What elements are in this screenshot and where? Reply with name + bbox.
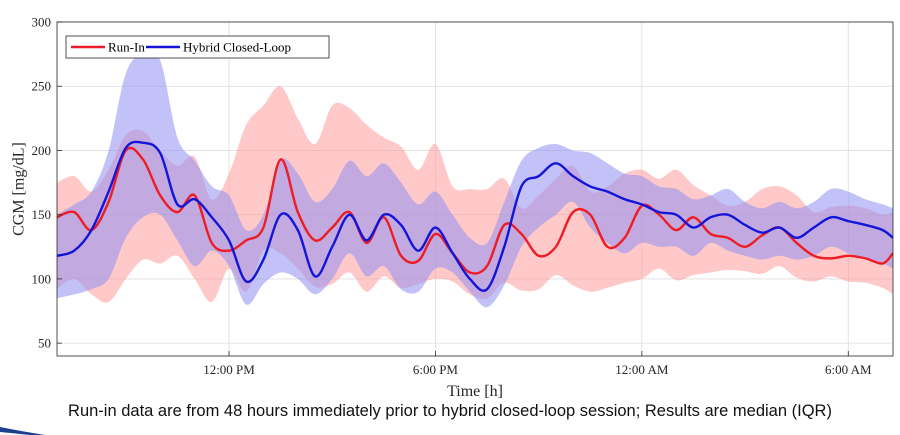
legend: Run-In Hybrid Closed-Loop (65, 35, 330, 59)
chart-caption: Run-in data are from 48 hours immediatel… (68, 402, 832, 420)
median-line-hybrid-closed-loop (57, 140, 893, 292)
corner-swoosh-graphic (0, 427, 45, 435)
x-tick-label: 12:00 PM (203, 362, 255, 377)
iqr-band-hybrid-closed-loop (57, 51, 893, 308)
median-line-run-in (57, 146, 893, 275)
y-tick-label: 300 (32, 15, 52, 30)
y-tick-label: 50 (38, 336, 51, 351)
plot-area (57, 51, 893, 308)
plot-frame (56, 21, 894, 357)
legend-label-hybrid-closed-loop: Hybrid Closed-Loop (183, 40, 291, 55)
x-tick-label: 6:00 AM (825, 362, 872, 377)
x-tick-label: 6:00 PM (413, 362, 459, 377)
legend-box (65, 35, 330, 59)
y-axis-title: CGM [mg/dL] (11, 142, 28, 236)
y-tick-label: 250 (32, 79, 52, 94)
legend-label-run-in: Run-In (108, 40, 145, 55)
y-tick-label: 150 (32, 207, 52, 222)
y-tick-label: 100 (32, 271, 52, 286)
y-tick-label: 200 (32, 143, 52, 158)
x-tick-label: 12:00 AM (615, 362, 669, 377)
x-axis-title: Time [h] (447, 383, 503, 400)
